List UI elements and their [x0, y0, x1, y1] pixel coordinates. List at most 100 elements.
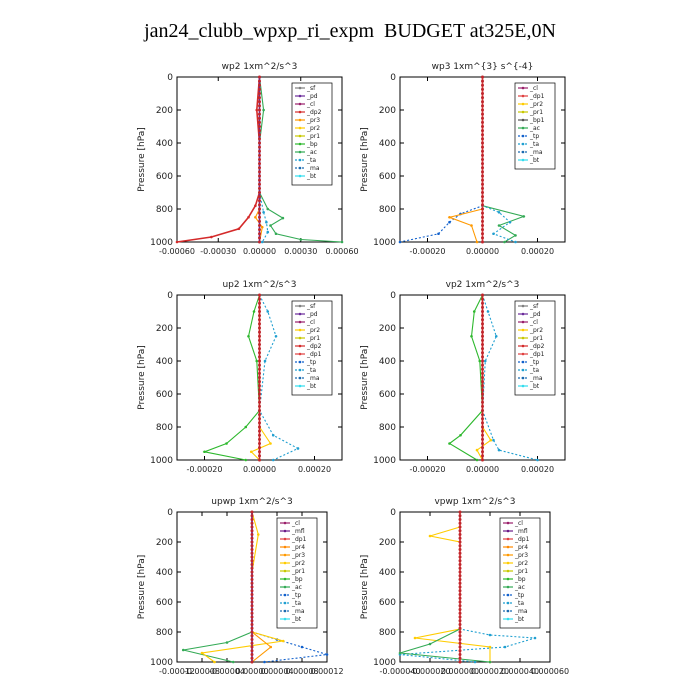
data-point	[481, 305, 484, 309]
page-title: jan24_clubb_wpxp_ri_expm BUDGET at325E,0…	[144, 20, 556, 42]
x-tick-label: 0.00020	[521, 247, 554, 256]
legend-marker	[298, 360, 302, 364]
data-point	[258, 293, 261, 297]
data-point	[481, 232, 484, 236]
legend-marker	[298, 304, 302, 308]
legend-marker	[283, 593, 287, 597]
legend-marker	[298, 118, 302, 122]
data-point	[481, 409, 484, 412]
chart-panel: vp2 1xm^2/s^3 Pressure [hPa] 0 200 400 600 800…	[360, 280, 566, 474]
data-point	[497, 224, 501, 227]
legend-label: _pr3	[514, 552, 528, 559]
data-point	[473, 660, 477, 664]
data-point	[458, 563, 462, 566]
data-point	[250, 626, 254, 630]
x-tick-label: 0.000060	[531, 667, 569, 676]
data-point	[256, 533, 260, 536]
data-point	[481, 228, 484, 232]
legend-label: _bt	[291, 616, 302, 623]
data-point	[458, 641, 462, 645]
data-point	[458, 536, 462, 540]
legend-label: _pr1	[306, 133, 320, 140]
data-point	[258, 153, 261, 157]
data-point	[258, 199, 261, 203]
legend-label: _ma	[529, 149, 543, 156]
data-point	[258, 240, 261, 244]
y-tick-label: 1000	[150, 238, 173, 248]
data-point	[481, 112, 484, 116]
data-point	[250, 615, 254, 619]
y-tick-label: 400	[156, 568, 173, 578]
legend-label: _bt	[529, 157, 540, 164]
legend-label: _cl	[529, 85, 538, 92]
data-point	[481, 343, 484, 346]
data-point	[258, 359, 261, 363]
data-point	[481, 170, 484, 174]
legend-label: _ma	[291, 608, 305, 615]
data-point	[458, 518, 462, 521]
data-point	[481, 162, 484, 166]
data-point	[258, 404, 261, 408]
data-point	[497, 211, 501, 214]
data-point	[258, 203, 261, 207]
x-tick-label: 0.00000	[243, 247, 276, 256]
x-tick-label: -0.000020	[409, 667, 450, 676]
data-point	[481, 367, 484, 371]
legend: _sf_pd_cl_pr2_pr1_dp2_dp1_tp_ta_ma_bt	[291, 300, 333, 396]
data-point	[250, 589, 254, 593]
legend-label: _pd	[306, 311, 318, 318]
data-point	[258, 182, 261, 186]
data-point	[250, 600, 254, 604]
data-point	[481, 338, 484, 342]
legend-marker	[283, 561, 287, 565]
data-point	[481, 158, 484, 161]
data-point	[458, 653, 462, 656]
data-point	[250, 514, 254, 518]
data-point	[258, 125, 261, 128]
data-point	[258, 75, 261, 79]
legend-label: _dp2	[306, 343, 322, 350]
data-point	[296, 447, 300, 450]
data-point	[481, 145, 484, 149]
data-point	[481, 116, 484, 120]
data-point	[481, 380, 484, 384]
legend-label: _pd	[529, 311, 541, 318]
data-point	[258, 305, 261, 309]
y-tick-label: 1000	[373, 238, 396, 248]
legend-label: _ac	[306, 149, 317, 156]
data-point	[258, 297, 261, 301]
data-point	[514, 234, 517, 237]
legend-label: _pr1	[291, 568, 305, 575]
legend-label: _pr3	[306, 117, 320, 124]
data-point	[258, 326, 261, 330]
data-point	[481, 182, 484, 186]
data-point	[481, 199, 484, 203]
data-point	[250, 510, 254, 514]
data-point	[458, 578, 462, 581]
series-line	[447, 77, 484, 243]
legend-marker	[506, 617, 510, 621]
legend-label: _pr2	[529, 327, 543, 334]
y-tick-label: 200	[156, 538, 173, 548]
chart-title: vp2 1xm^2/s^3	[446, 280, 520, 290]
data-point	[428, 534, 432, 538]
data-point	[481, 376, 484, 379]
y-tick-label: 1000	[373, 456, 396, 466]
data-point	[250, 566, 254, 570]
x-tick-label: -0.00020	[410, 465, 446, 474]
data-point	[481, 425, 484, 429]
legend: _cl_dp1_pr2_pr1_bp1_ac_tp_ta_ma_bt	[514, 82, 556, 170]
data-point	[258, 322, 261, 326]
legend-marker	[298, 368, 302, 372]
data-point	[481, 219, 484, 223]
data-point	[281, 639, 285, 643]
data-point	[481, 108, 484, 112]
data-point	[258, 351, 261, 355]
y-tick-label: 200	[156, 324, 173, 334]
data-point	[325, 653, 329, 656]
x-tick-label: 0.00020	[521, 465, 554, 474]
data-point	[478, 359, 482, 363]
data-point	[340, 240, 344, 244]
data-point	[458, 615, 462, 619]
data-point	[458, 551, 462, 555]
